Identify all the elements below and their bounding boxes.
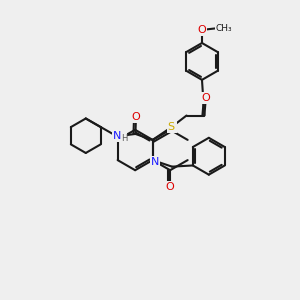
Text: H: H (121, 134, 127, 142)
Text: O: O (202, 93, 210, 103)
Text: CH₃: CH₃ (216, 24, 232, 33)
Text: N: N (113, 131, 121, 141)
Text: O: O (166, 182, 175, 193)
Text: S: S (167, 122, 175, 132)
Text: N: N (168, 122, 176, 132)
Text: N: N (151, 158, 159, 167)
Text: O: O (132, 112, 140, 122)
Text: O: O (198, 25, 206, 35)
